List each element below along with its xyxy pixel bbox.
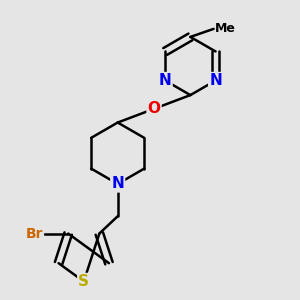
Text: N: N: [209, 73, 222, 88]
Text: S: S: [78, 274, 89, 289]
Text: N: N: [111, 176, 124, 191]
Text: Br: Br: [26, 226, 43, 241]
Text: O: O: [148, 101, 160, 116]
Text: Me: Me: [214, 22, 236, 35]
Text: N: N: [159, 73, 172, 88]
